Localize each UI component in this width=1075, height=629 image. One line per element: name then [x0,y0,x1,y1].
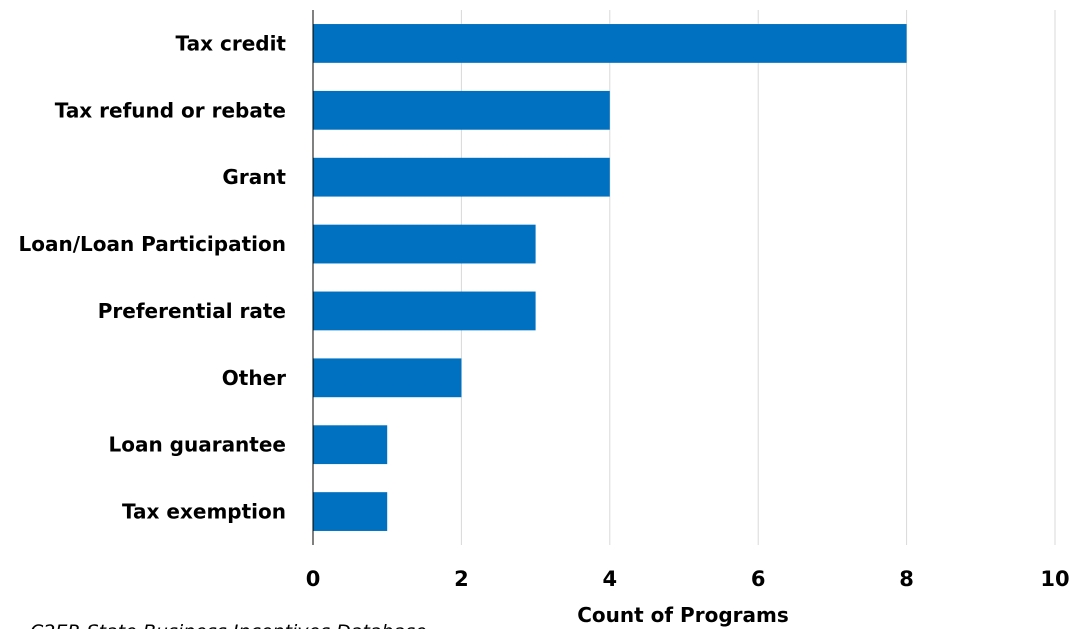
category-label: Tax refund or rebate [55,98,286,122]
bars [313,24,907,531]
x-tick-label: 2 [454,567,469,591]
category-label: Tax exemption [122,500,286,524]
category-labels: Tax credit Tax refund or rebate Grant Loan/… [18,31,286,523]
category-label: Loan/Loan Participation [18,232,286,256]
bar-loan-guarantee [313,425,388,465]
x-axis-title: Count of Programs [577,603,789,627]
x-tick-label: 10 [1040,567,1069,591]
bar-tax-exemption [313,492,388,531]
bar-other [313,358,462,398]
source-note: C2ER State Business Incentives Database [30,621,427,629]
x-tick-label: 4 [602,567,617,591]
x-tick-label: 8 [899,567,914,591]
category-label: Loan guarantee [108,433,286,457]
x-tick-labels: 0 2 4 6 8 10 [306,567,1070,591]
category-label: Grant [222,165,286,189]
category-label: Tax credit [176,31,287,55]
bar-preferential-rate [313,291,536,331]
category-label: Preferential rate [98,299,286,323]
bar-tax-refund-or-rebate [313,90,610,130]
category-label: Other [222,366,286,390]
bar-tax-credit [313,24,907,63]
bar-grant [313,157,610,197]
gridlines [460,10,1056,545]
bar-loan-loan-participation [313,224,536,264]
x-tick-label: 6 [751,567,766,591]
x-tick-label: 0 [306,567,321,591]
